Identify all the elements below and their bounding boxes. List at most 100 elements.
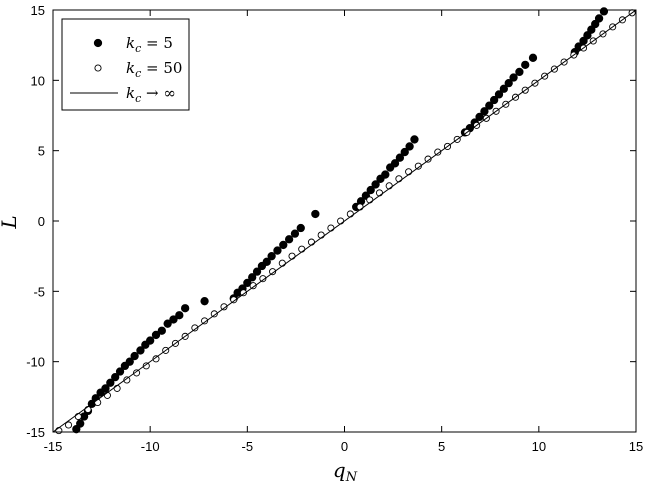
data-point bbox=[366, 196, 374, 204]
legend-marker-swatch bbox=[94, 64, 102, 72]
legend-entry-3: kc → ∞ bbox=[70, 84, 176, 105]
data-point bbox=[267, 252, 276, 261]
data-point bbox=[317, 231, 325, 239]
data-point bbox=[288, 252, 296, 260]
data-point bbox=[220, 303, 228, 311]
y-axis-label: L bbox=[0, 215, 21, 229]
data-point bbox=[84, 405, 92, 414]
y-tick-label: 15 bbox=[31, 3, 45, 18]
data-point bbox=[371, 180, 380, 189]
data-point bbox=[509, 73, 518, 82]
data-point bbox=[191, 324, 199, 332]
data-point bbox=[521, 60, 530, 70]
y-tick-label: -5 bbox=[33, 284, 45, 299]
data-point bbox=[76, 419, 85, 428]
data-point bbox=[591, 19, 600, 29]
legend-label: kc → ∞ bbox=[126, 84, 176, 105]
data-point bbox=[405, 168, 413, 176]
data-point bbox=[583, 31, 592, 40]
data-point bbox=[273, 246, 282, 255]
data-point bbox=[395, 153, 405, 162]
data-point bbox=[515, 67, 524, 77]
data-point bbox=[239, 289, 247, 297]
legend-entry-1: kc = 5 bbox=[93, 34, 173, 55]
x-tick-label: -10 bbox=[141, 439, 160, 454]
data-point bbox=[528, 53, 538, 62]
data-point bbox=[337, 217, 345, 225]
data-point bbox=[249, 282, 257, 290]
data-point bbox=[269, 268, 277, 276]
data-point bbox=[290, 229, 300, 238]
data-point bbox=[390, 159, 400, 168]
data-point bbox=[284, 235, 294, 244]
data-point bbox=[489, 95, 499, 105]
legend-label: kc = 5 bbox=[126, 34, 173, 55]
legend-entry-2: kc = 50 bbox=[94, 59, 182, 80]
legend-label: kc = 50 bbox=[126, 59, 182, 80]
data-point bbox=[599, 7, 609, 16]
data-point bbox=[125, 357, 134, 366]
x-tick-label: -5 bbox=[242, 439, 254, 454]
x-axis-label: qN bbox=[333, 458, 358, 485]
y-tick-label: -10 bbox=[26, 355, 45, 370]
legend-marker-swatch bbox=[93, 38, 103, 48]
data-point bbox=[279, 240, 288, 250]
data-point bbox=[152, 355, 160, 363]
data-point bbox=[151, 330, 161, 340]
data-point bbox=[74, 412, 82, 421]
legend: kc = 5 kc = 50 kc → ∞ bbox=[61, 18, 190, 111]
data-point bbox=[278, 259, 286, 267]
data-point bbox=[106, 378, 115, 387]
data-point bbox=[115, 367, 125, 376]
data-point bbox=[103, 391, 111, 399]
data-point bbox=[485, 101, 494, 110]
y-tick-label: 0 bbox=[38, 214, 45, 229]
data-point bbox=[146, 336, 155, 345]
data-point bbox=[175, 311, 184, 320]
data-point bbox=[480, 107, 489, 116]
data-point bbox=[494, 90, 504, 99]
data-point bbox=[395, 175, 403, 183]
x-tick-label: -15 bbox=[44, 439, 63, 454]
data-point bbox=[410, 135, 419, 144]
data-point bbox=[400, 147, 409, 157]
y-tick-label: 10 bbox=[31, 73, 45, 88]
data-point bbox=[434, 148, 442, 156]
data-point bbox=[356, 203, 364, 211]
x-tick-label: 15 bbox=[629, 439, 643, 454]
data-point bbox=[248, 273, 257, 282]
y-tick-label: -15 bbox=[26, 425, 45, 440]
data-point bbox=[499, 84, 509, 93]
data-point bbox=[133, 369, 141, 377]
data-point bbox=[405, 142, 414, 151]
data-point bbox=[111, 372, 120, 382]
data-point bbox=[200, 297, 209, 306]
data-point bbox=[381, 170, 390, 179]
data-point bbox=[230, 296, 238, 304]
data-point bbox=[307, 238, 316, 246]
data-point bbox=[424, 155, 432, 163]
y-tick-label: 5 bbox=[38, 144, 45, 159]
axes: -15 -10 -5 0 5 10 15 -15 -10 -5 0 5 10 15 bbox=[26, 3, 643, 454]
x-tick-label: 10 bbox=[532, 439, 546, 454]
series-3 bbox=[52, 9, 637, 433]
data-point bbox=[94, 398, 102, 407]
data-point bbox=[594, 14, 604, 23]
data-point bbox=[259, 275, 267, 283]
legend-box bbox=[61, 18, 190, 111]
x-tick-label: 0 bbox=[341, 439, 348, 454]
data-point bbox=[210, 310, 218, 318]
data-point bbox=[298, 245, 306, 253]
data-point bbox=[201, 317, 209, 325]
x-tick-label: 5 bbox=[438, 439, 445, 454]
data-point bbox=[113, 384, 121, 392]
data-point bbox=[169, 315, 178, 324]
data-point bbox=[180, 304, 190, 313]
data-point bbox=[327, 224, 335, 232]
data-point bbox=[136, 346, 145, 355]
data-point bbox=[587, 25, 596, 34]
data-point bbox=[346, 210, 354, 218]
data-point bbox=[504, 78, 513, 88]
data-marks bbox=[52, 7, 637, 435]
